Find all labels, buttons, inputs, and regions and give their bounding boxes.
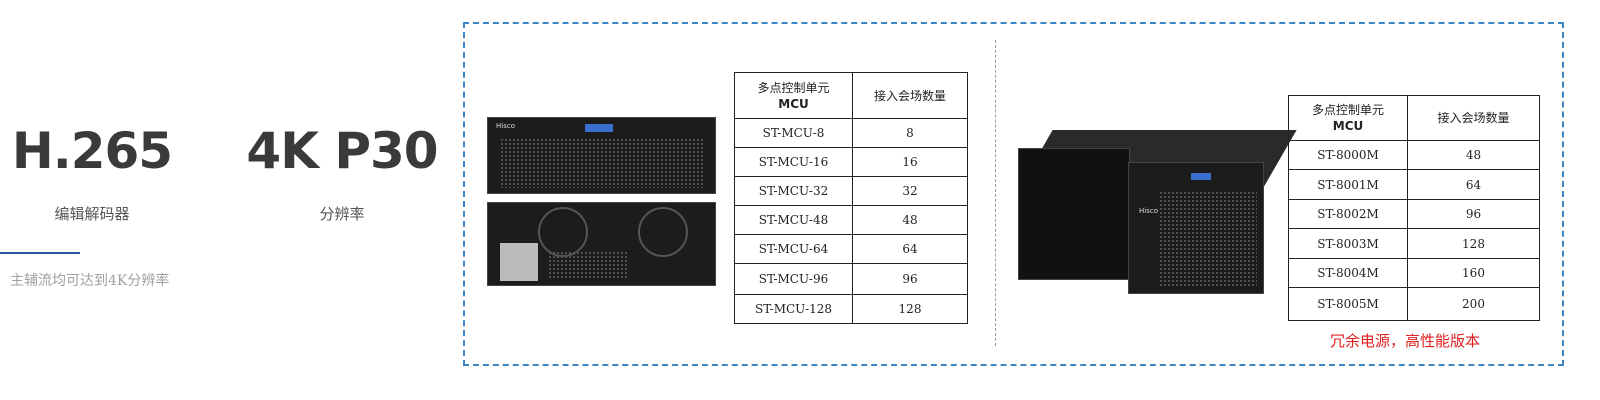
model-cell: ST-MCU-128 — [734, 294, 853, 324]
capacity-cell: 200 — [1407, 287, 1540, 321]
front-vent — [500, 138, 703, 188]
redundant-power-note: 冗余电源，高性能版本 — [1330, 332, 1481, 350]
table-row: ST-8003M 128 — [1288, 228, 1540, 259]
capacity-cell: 48 — [852, 205, 968, 235]
header-model: 多点控制单元 MCU — [1288, 95, 1408, 141]
chassis-side — [1018, 148, 1130, 280]
mcu-front-panel-image: Hisco — [487, 117, 716, 194]
table-row: ST-8001M 64 — [1288, 169, 1540, 200]
model-cell: ST-8003M — [1288, 228, 1408, 259]
fan-icon — [638, 207, 688, 257]
mcu-chassis-image: Hisco — [1018, 130, 1297, 300]
lcd-display — [585, 124, 613, 132]
table-row: ST-MCU-64 64 — [734, 234, 968, 264]
model-cell: ST-8002M — [1288, 199, 1408, 229]
capacity-cell: 128 — [1407, 228, 1540, 259]
header-capacity: 接入会场数量 — [1407, 95, 1540, 141]
mcu-rear-panel-image — [487, 202, 716, 286]
header-capacity: 接入会场数量 — [852, 72, 968, 119]
model-cell: ST-MCU-16 — [734, 147, 853, 177]
mcu-table-right: 多点控制单元 MCU 接入会场数量 ST-8000M 48 ST-8001M 64 ST… — [1288, 95, 1540, 321]
device-brand-logo: Hisco — [1139, 207, 1158, 215]
model-cell: ST-MCU-96 — [734, 263, 853, 295]
model-cell: ST-MCU-32 — [734, 176, 853, 206]
model-cell: ST-8004M — [1288, 258, 1408, 288]
capacity-cell: 48 — [1407, 140, 1540, 170]
rear-vent — [548, 251, 628, 279]
front-vent — [1159, 191, 1257, 287]
model-cell: ST-8001M — [1288, 169, 1408, 200]
feature-codec-value: H.265 — [11, 122, 173, 180]
mcu-table-left: 多点控制单元 MCU 接入会场数量 ST-MCU-8 8 ST-MCU-16 16 ST… — [734, 72, 968, 324]
capacity-cell: 96 — [852, 263, 968, 295]
fan-icon — [538, 207, 588, 257]
feature-codec-label: 编辑解码器 — [54, 205, 130, 223]
table-row: ST-MCU-16 16 — [734, 147, 968, 177]
table-row: ST-8005M 200 — [1288, 287, 1540, 321]
capacity-cell: 160 — [1407, 258, 1540, 288]
capacity-cell: 64 — [852, 234, 968, 264]
model-cell: ST-8005M — [1288, 287, 1408, 321]
accent-line — [0, 252, 80, 254]
model-cell: ST-8000M — [1288, 140, 1408, 170]
model-cell: ST-MCU-64 — [734, 234, 853, 264]
header-model: 多点控制单元 MCU — [734, 72, 853, 119]
table-row: ST-8004M 160 — [1288, 258, 1540, 288]
capacity-cell: 64 — [1407, 169, 1540, 200]
table-row: ST-8002M 96 — [1288, 199, 1540, 229]
product-frame — [463, 22, 1564, 366]
table-row: ST-MCU-128 128 — [734, 294, 968, 324]
feature-resolution-label: 分辨率 — [319, 205, 365, 223]
table-row: ST-MCU-32 32 — [734, 176, 968, 206]
chassis-front: Hisco — [1128, 162, 1264, 294]
table-row: ST-MCU-8 8 — [734, 118, 968, 148]
resolution-note: 主辅流均可达到4K分辨率 — [10, 273, 170, 289]
capacity-cell: 16 — [852, 147, 968, 177]
header-model-cn: 多点控制单元 — [757, 80, 830, 95]
header-model-en: MCU — [778, 96, 809, 111]
header-model-cn: 多点控制单元 — [1311, 103, 1384, 117]
lcd-display — [1191, 173, 1211, 180]
model-cell: ST-MCU-8 — [734, 118, 853, 148]
header-model-en: MCU — [1332, 119, 1364, 133]
capacity-cell: 32 — [852, 176, 968, 206]
model-cell: ST-MCU-48 — [734, 205, 853, 235]
device-brand-logo: Hisco — [496, 122, 515, 130]
capacity-cell: 8 — [852, 118, 968, 148]
power-supply — [500, 243, 538, 281]
section-divider — [995, 40, 996, 346]
feature-resolution-value: 4K P30 — [246, 122, 438, 180]
capacity-cell: 128 — [852, 294, 968, 324]
table-row: ST-8000M 48 — [1288, 140, 1540, 170]
table-row: ST-MCU-48 48 — [734, 205, 968, 235]
capacity-cell: 96 — [1407, 199, 1540, 229]
table-row: ST-MCU-96 96 — [734, 263, 968, 295]
